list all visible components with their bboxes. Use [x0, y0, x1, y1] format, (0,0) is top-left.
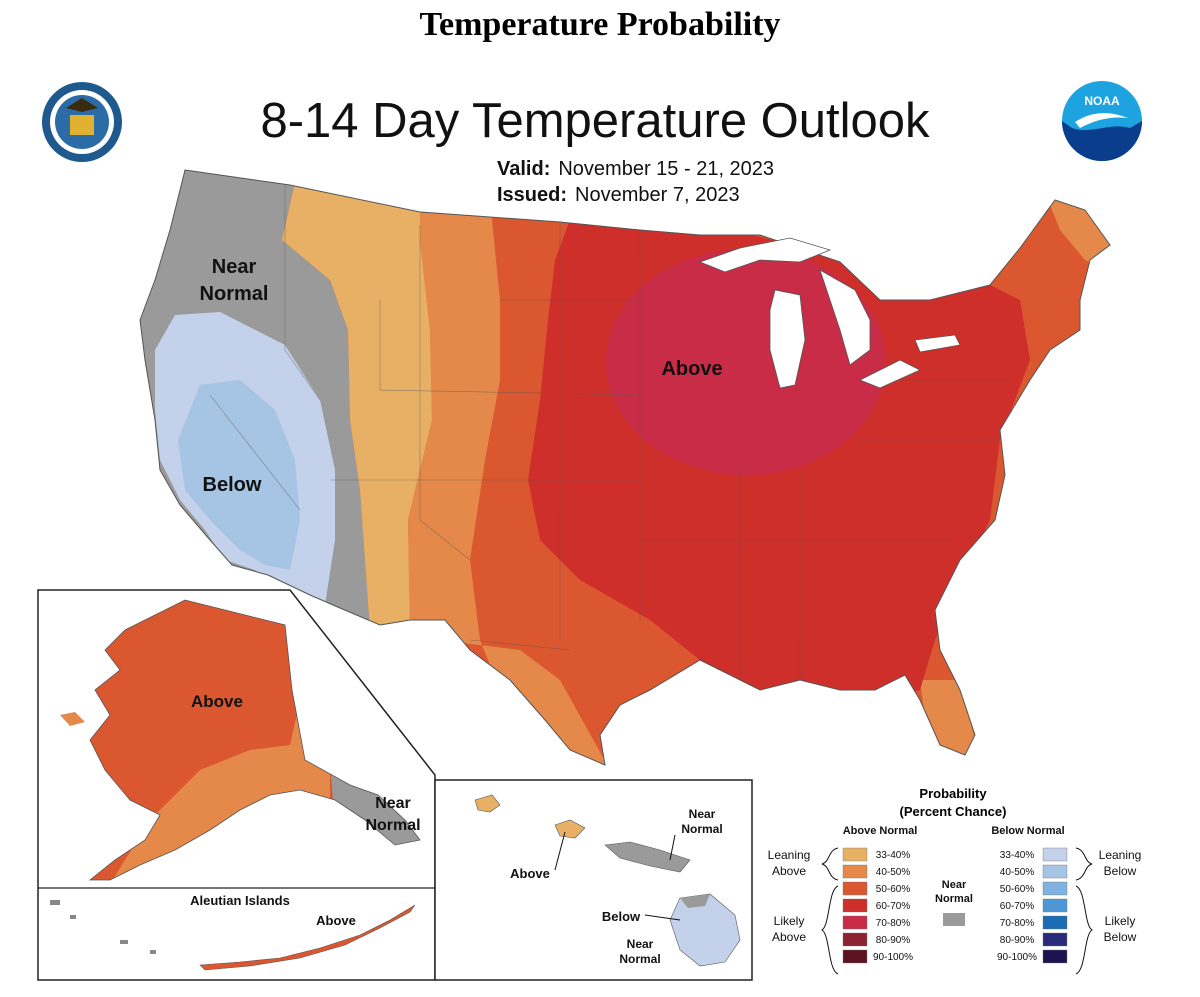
aleutian-above-label: Above: [316, 913, 356, 928]
label-near-normal-west-1: Near: [212, 256, 257, 278]
legend-below-label: 33-40%: [1000, 850, 1035, 861]
valid-dates: November 15 - 21, 2023: [558, 158, 775, 180]
legend-below-label: 40-50%: [1000, 867, 1035, 878]
legend-above-swatch: [842, 949, 868, 964]
issued-date: November 7, 2023: [575, 184, 740, 206]
legend-below-label: 70-80%: [1000, 918, 1035, 929]
legend-above-label: 50-60%: [876, 884, 911, 895]
legend-below-label: 60-70%: [1000, 901, 1035, 912]
valid-line: Valid: November 15 - 21, 2023: [497, 158, 774, 181]
legend-above-swatch: [842, 847, 868, 862]
legend-title-1: Probability: [919, 786, 987, 801]
label-below-west: Below: [203, 474, 262, 496]
map-title: 8-14 Day Temperature Outlook: [260, 94, 930, 148]
legend-title-2: (Percent Chance): [900, 804, 1007, 819]
legend-above-label: 80-90%: [876, 935, 911, 946]
legend-below-label: 80-90%: [1000, 935, 1035, 946]
leaning-above-2: Above: [772, 864, 806, 878]
legend-below-swatch: [1042, 881, 1068, 896]
label-near-normal-west-2: Normal: [200, 283, 269, 305]
issued-label: Issued:: [497, 184, 568, 206]
legend-above-swatch: [842, 864, 868, 879]
hawaii-below-label: Below: [602, 909, 641, 924]
legend-above-swatch: [842, 915, 868, 930]
page-header: Temperature Probability: [0, 0, 1200, 52]
legend-below-header: Below Normal: [991, 825, 1064, 837]
legend-below-swatch: [1042, 864, 1068, 879]
doc-seal-icon: [42, 82, 122, 162]
legend-above-label: 33-40%: [876, 850, 911, 861]
issued-line: Issued: November 7, 2023: [497, 184, 740, 207]
noaa-logo-icon: NOAA: [1062, 81, 1142, 161]
leaning-below-1: Leaning: [1099, 848, 1142, 862]
legend-above-label: 60-70%: [876, 901, 911, 912]
leaning-above-1: Leaning: [768, 848, 811, 862]
legend-below-label: 50-60%: [1000, 884, 1035, 895]
likely-below-1: Likely: [1105, 914, 1136, 928]
great-lakes: [698, 237, 961, 389]
legend-near-2: Normal: [935, 893, 973, 905]
label-above-midwest: Above: [661, 358, 722, 380]
legend-above-swatch: [842, 898, 868, 913]
legend-above-label: 70-80%: [876, 918, 911, 929]
legend-above-label: 90-100%: [873, 952, 913, 963]
svg-text:NOAA: NOAA: [1084, 94, 1120, 108]
legend-below-label: 90-100%: [997, 952, 1037, 963]
label-alaska-above: Above: [191, 692, 243, 711]
legend-above-header: Above Normal: [843, 825, 918, 837]
legend-below-swatch: [1042, 915, 1068, 930]
legend-below-swatch: [1042, 847, 1068, 862]
hawaii-near-top-2: Normal: [681, 822, 722, 836]
label-alaska-near-2: Normal: [365, 817, 420, 834]
legend-above-swatch: [842, 881, 868, 896]
valid-label: Valid:: [497, 158, 551, 180]
page-heading: Temperature Probability: [419, 6, 781, 43]
likely-above-2: Above: [772, 930, 806, 944]
legend-near-swatch: [943, 913, 965, 926]
leaning-below-2: Below: [1104, 864, 1137, 878]
likely-below-2: Below: [1104, 930, 1137, 944]
hawaii-near-bottom-2: Normal: [619, 952, 660, 966]
legend: Probability (Percent Chance) Above Norma…: [768, 786, 1142, 975]
label-alaska-near-1: Near: [375, 795, 411, 812]
aleutian-title: Aleutian Islands: [190, 893, 290, 908]
hawaii-above-label: Above: [510, 866, 550, 881]
legend-below-swatch: [1042, 932, 1068, 947]
legend-near-1: Near: [942, 879, 967, 891]
likely-above-1: Likely: [774, 914, 805, 928]
hawaii-near-top-1: Near: [689, 807, 716, 821]
legend-above-swatch: [842, 932, 868, 947]
legend-below-swatch: [1042, 898, 1068, 913]
legend-above-label: 40-50%: [876, 867, 911, 878]
hawaii-near-bottom-1: Near: [627, 937, 654, 951]
legend-below-swatch: [1042, 949, 1068, 964]
